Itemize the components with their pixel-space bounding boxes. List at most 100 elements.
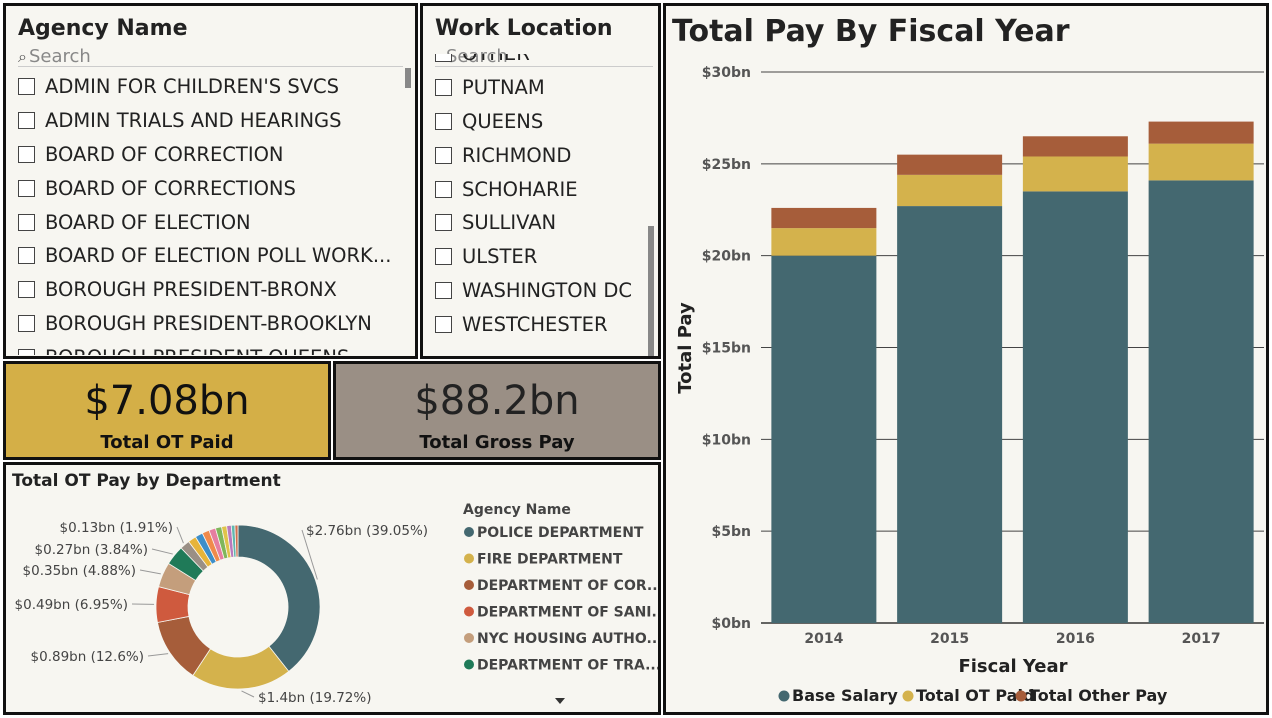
- slicer-item[interactable]: RICHMOND: [435, 138, 645, 172]
- pay-by-year-panel: Total Pay By Fiscal Year $0bn $5bn $10bn $1…: [663, 3, 1269, 715]
- donut-leader-line: [301, 529, 318, 580]
- y-axis-label: Total Pay: [675, 302, 696, 394]
- slicer-item[interactable]: BOARD OF ELECTION POLL WORK...: [18, 239, 403, 273]
- checkbox[interactable]: [435, 315, 452, 333]
- slicer-item[interactable]: WASHINGTON DC: [435, 274, 645, 308]
- slicer-item[interactable]: ADMIN TRIALS AND HEARINGS: [18, 104, 403, 138]
- checkbox[interactable]: [18, 247, 35, 265]
- bar-segment[interactable]: [1022, 136, 1128, 157]
- slicer-item-label: BOARD OF CORRECTIONS: [45, 176, 296, 200]
- checkbox[interactable]: [435, 214, 452, 232]
- search-icon: ⌕: [18, 47, 27, 66]
- slicer-item-label: ADMIN FOR CHILDREN'S SVCS: [45, 75, 340, 99]
- checkbox[interactable]: [18, 281, 35, 299]
- bar-segment[interactable]: [771, 207, 877, 229]
- agency-search-underline: [18, 66, 403, 67]
- ot-paid-label: Total OT Paid: [100, 432, 234, 453]
- location-scrollbar[interactable]: [648, 226, 654, 356]
- slicer-item[interactable]: BOROUGH PRESIDENT-QUEENS: [18, 340, 403, 355]
- checkbox[interactable]: [435, 146, 452, 164]
- agency-search-input[interactable]: ⌕ Search: [18, 46, 91, 67]
- slicer-item[interactable]: BOROUGH PRESIDENT-BRONX: [18, 273, 403, 307]
- slicer-item-label: BOROUGH PRESIDENT-QUEENS: [45, 346, 349, 355]
- legend-marker: [464, 527, 474, 537]
- y-tick-label: $25bn: [702, 157, 751, 173]
- donut-leader-line: [241, 690, 255, 698]
- slicer-item[interactable]: SULLIVAN: [435, 206, 645, 240]
- checkbox[interactable]: [435, 281, 452, 299]
- slicer-item[interactable]: BOARD OF ELECTION: [18, 205, 403, 239]
- bar-segment[interactable]: [897, 206, 1003, 623]
- slicer-item-label: RICHMOND: [462, 143, 572, 167]
- slicer-item[interactable]: BOROUGH PRESIDENT-BROOKLYN: [18, 307, 403, 341]
- gross-pay-label: Total Gross Pay: [419, 432, 575, 453]
- slicer-item-label: QUEENS: [462, 109, 544, 133]
- location-list: OTHER PUTNAM QUEENS RICHMOND SCHOHARIE SULLIV…: [435, 54, 645, 349]
- checkbox[interactable]: [18, 112, 35, 130]
- donut-legend-item[interactable]: DEPARTMENT OF COR...: [464, 578, 658, 594]
- donut-data-label: $2.76bn (39.05%): [306, 523, 428, 539]
- slicer-item[interactable]: ADMIN FOR CHILDREN'S SVCS: [18, 70, 403, 104]
- donut-legend-title: Agency Name: [463, 502, 571, 518]
- donut-legend-item[interactable]: POLICE DEPARTMENT: [464, 525, 644, 541]
- legend-label: DEPARTMENT OF TRA...: [477, 658, 658, 674]
- checkbox[interactable]: [435, 79, 452, 97]
- slicer-item[interactable]: SCHOHARIE: [435, 172, 645, 206]
- donut-data-label: $0.35bn (4.88%): [23, 563, 136, 579]
- checkbox[interactable]: [435, 248, 452, 266]
- bar-chart: $0bn $5bn $10bn $15bn $20bn $25bn $30bn 2014 201…: [675, 65, 1264, 705]
- donut-slice: [237, 524, 321, 672]
- donut-legend-item[interactable]: DEPARTMENT OF TRA...: [464, 658, 658, 674]
- donut-legend-item[interactable]: NYC HOUSING AUTHO...: [464, 631, 658, 647]
- checkbox[interactable]: [435, 180, 452, 198]
- donut-legend-item[interactable]: DEPARTMENT OF SANI...: [464, 605, 658, 621]
- agency-scrollbar[interactable]: [405, 68, 411, 88]
- legend-label: NYC HOUSING AUTHO...: [477, 631, 658, 647]
- slicer-item-label: BOARD OF ELECTION POLL WORK...: [45, 244, 392, 268]
- checkbox[interactable]: [18, 179, 35, 197]
- donut-leader-line: [147, 653, 169, 657]
- checkbox[interactable]: [18, 348, 35, 355]
- bar-segment[interactable]: [771, 228, 877, 256]
- bar-segment[interactable]: [1148, 180, 1254, 623]
- slicer-item[interactable]: QUEENS: [435, 105, 645, 139]
- legend-marker: [464, 606, 474, 617]
- slicer-item[interactable]: ULSTER: [435, 240, 645, 274]
- bar-segment[interactable]: [1022, 191, 1128, 623]
- slicer-item[interactable]: BOARD OF CORRECTION: [18, 138, 403, 172]
- y-tick-label: $30bn: [702, 65, 751, 81]
- bar-segment[interactable]: [897, 174, 1003, 207]
- slicer-item-label: SULLIVAN: [462, 211, 557, 235]
- bar-legend-item[interactable]: Base Salary: [778, 686, 899, 705]
- checkbox[interactable]: [18, 78, 35, 96]
- x-tick-label: 2016: [1056, 631, 1095, 647]
- legend-marker: [778, 690, 790, 702]
- slicer-item-label: OTHER: [462, 54, 530, 65]
- bar-segment[interactable]: [897, 154, 1003, 175]
- bar-legend-item[interactable]: Total Other Pay: [1015, 686, 1168, 705]
- bar-chart-title: Total Pay By Fiscal Year: [672, 14, 1070, 49]
- checkbox[interactable]: [18, 314, 35, 332]
- checkbox[interactable]: [18, 213, 35, 231]
- slicer-item[interactable]: PUTNAM: [435, 71, 645, 105]
- bar-segment[interactable]: [1022, 156, 1128, 192]
- slicer-item[interactable]: WESTCHESTER: [435, 307, 645, 341]
- slicer-item-label: BOARD OF CORRECTION: [45, 142, 284, 166]
- checkbox[interactable]: [435, 112, 452, 130]
- slicer-item-label: WASHINGTON DC: [462, 278, 633, 302]
- slicer-item[interactable]: OTHER: [435, 54, 645, 71]
- bar-segment[interactable]: [1148, 121, 1254, 144]
- donut-data-label: $0.89bn (12.6%): [31, 649, 144, 665]
- gross-pay-value: $88.2bn: [414, 378, 580, 424]
- bar-segment[interactable]: [771, 255, 877, 623]
- donut-legend-item[interactable]: FIRE DEPARTMENT: [464, 552, 623, 568]
- checkbox[interactable]: [435, 54, 452, 63]
- location-slicer: Work Location ⌕Search OTHERPUTNAMQUEENSR…: [420, 3, 661, 359]
- bar-legend-item[interactable]: Total OT Paid: [902, 686, 1035, 705]
- bar-segment[interactable]: [1148, 143, 1254, 181]
- legend-label: Total Other Pay: [1029, 686, 1168, 705]
- checkbox[interactable]: [18, 145, 35, 163]
- donut-data-label: $0.13bn (1.91%): [60, 520, 173, 536]
- y-tick-label: $20bn: [702, 249, 751, 265]
- slicer-item[interactable]: BOARD OF CORRECTIONS: [18, 171, 403, 205]
